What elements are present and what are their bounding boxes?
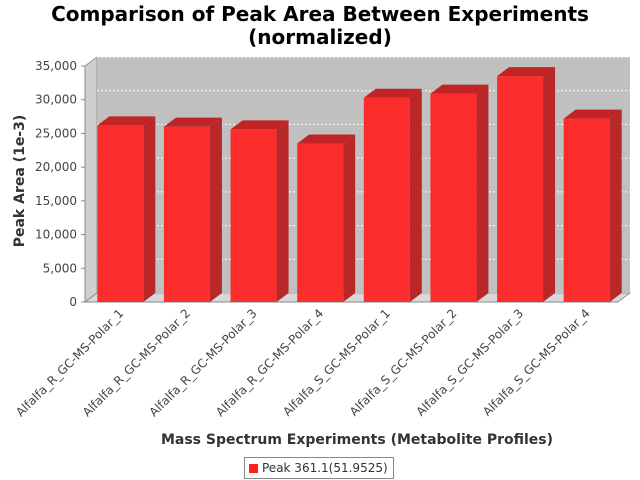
bar-front bbox=[563, 118, 610, 302]
bar bbox=[497, 67, 556, 302]
bars bbox=[97, 67, 622, 302]
y-axis-label: Peak Area (1e-3) bbox=[12, 115, 28, 248]
x-tick-label: Alfalfa_S_GC-MS-Polar_4 bbox=[480, 306, 593, 419]
y-tick-label: 35,000 bbox=[35, 59, 77, 73]
bar-front bbox=[163, 126, 210, 302]
chart-title: Comparison of Peak Area Between Experime… bbox=[51, 2, 589, 49]
bar-front bbox=[97, 125, 144, 302]
y-tick-label: 30,000 bbox=[35, 93, 77, 107]
bar-side bbox=[609, 109, 622, 302]
bar-top bbox=[97, 116, 156, 126]
y-tick-label: 10,000 bbox=[35, 228, 77, 242]
bar-top bbox=[230, 120, 289, 130]
x-tick-label: Alfalfa_R_GC-MS-Polar_4 bbox=[213, 306, 326, 419]
bar bbox=[430, 84, 489, 302]
bar-side bbox=[276, 120, 289, 302]
bar-front bbox=[363, 97, 410, 302]
bar-side bbox=[543, 67, 556, 302]
x-tick-label: Alfalfa_R_GC-MS-Polar_2 bbox=[80, 306, 193, 419]
bar-side bbox=[343, 134, 356, 302]
x-tick-label: Alfalfa_S_GC-MS-Polar_3 bbox=[413, 306, 526, 419]
bar-front bbox=[230, 129, 277, 302]
bar-side bbox=[143, 116, 156, 302]
bar-front bbox=[497, 76, 544, 302]
bar bbox=[563, 109, 622, 302]
x-tick-labels: Alfalfa_R_GC-MS-Polar_1Alfalfa_R_GC-MS-P… bbox=[13, 306, 593, 419]
y-tick-labels: 0 5,000 10,000 15,000 20,000 25,000 30,000 35,0… bbox=[35, 59, 77, 309]
bar-side bbox=[409, 88, 422, 302]
bar-front bbox=[430, 93, 477, 302]
bar-top bbox=[163, 117, 222, 127]
x-tick-label: Alfalfa_R_GC-MS-Polar_3 bbox=[146, 306, 259, 419]
plot-left-wall bbox=[84, 56, 98, 303]
legend-label: Peak 361.1(51.9525) bbox=[262, 461, 388, 475]
bar bbox=[363, 88, 422, 302]
bar-top bbox=[497, 67, 556, 77]
y-tick-label: 20,000 bbox=[35, 160, 77, 174]
bar-side bbox=[476, 84, 489, 302]
y-tick-label: 15,000 bbox=[35, 194, 77, 208]
bar bbox=[230, 120, 289, 302]
x-tick-label: Alfalfa_S_GC-MS-Polar_2 bbox=[347, 306, 460, 419]
bar-top bbox=[297, 134, 356, 144]
y-tick-label: 0 bbox=[69, 295, 77, 309]
bar-side bbox=[209, 117, 222, 302]
x-tick-label: Alfalfa_S_GC-MS-Polar_1 bbox=[280, 306, 393, 419]
x-tick-label: Alfalfa_R_GC-MS-Polar_1 bbox=[13, 306, 126, 419]
bar-front bbox=[297, 143, 344, 302]
legend-swatch bbox=[249, 463, 258, 473]
y-tick-label: 5,000 bbox=[43, 261, 77, 275]
bar-top bbox=[563, 109, 622, 119]
bar-top bbox=[363, 88, 422, 98]
bar-top bbox=[430, 84, 489, 94]
bar bbox=[97, 116, 156, 302]
x-axis-label: Mass Spectrum Experiments (Metabolite Pr… bbox=[161, 432, 553, 448]
legend: Peak 361.1(51.9525) bbox=[244, 457, 394, 479]
bar bbox=[297, 134, 356, 302]
bar bbox=[163, 117, 222, 302]
y-tick-label: 25,000 bbox=[35, 126, 77, 140]
